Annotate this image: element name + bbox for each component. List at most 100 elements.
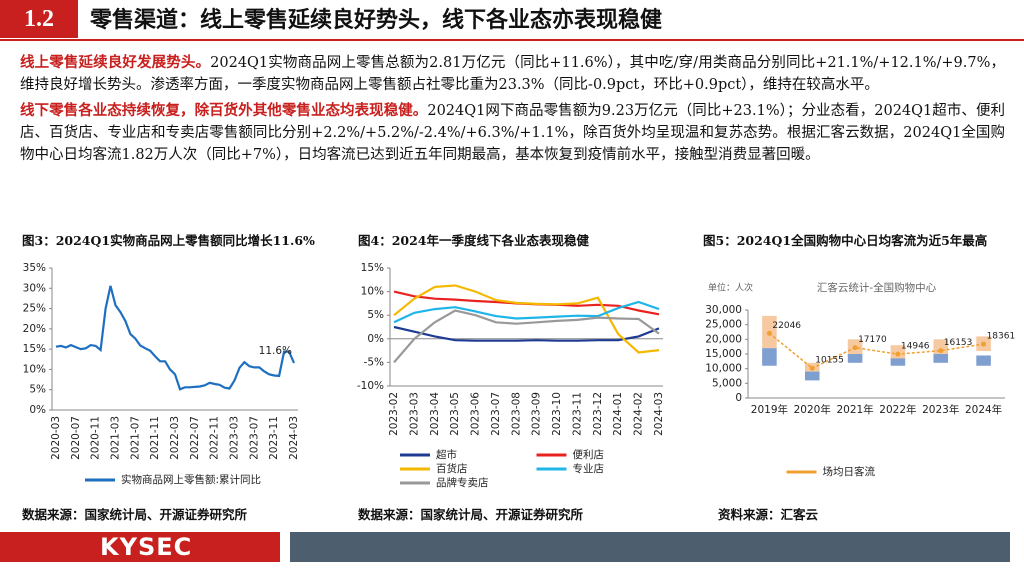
y-tick-label: 5% [29, 384, 46, 396]
chart: 0% 5% 10% 15% 20% 25% 30% 35% 2020-03 2020-07 2020… [23, 262, 300, 486]
y-tick-label: 5,000 [712, 377, 742, 389]
source-note: 数据来源：国家统计局、开源证券研究所 [22, 507, 248, 522]
y-tick-label: 5% [367, 309, 384, 321]
range-bar [804, 371, 820, 381]
range-bar [933, 354, 949, 363]
x-tick-label: 2024-01 [612, 392, 624, 436]
data-point [766, 330, 772, 336]
logo: KYSEC [0, 532, 280, 562]
section-number: 1.2 [0, 0, 78, 38]
x-tick-label: 2021-03 [110, 416, 122, 460]
paragraph-text: 2024Q1网下商品零售额为9.23万亿元（同比+23.1%）；分业态看，202… [20, 103, 1006, 163]
legend-label: 场均日客流 [823, 465, 876, 478]
x-tick-label: 2023-09 [531, 392, 543, 436]
data-point [895, 351, 901, 357]
x-tick-label: 2023-08 [510, 392, 522, 436]
chart-title: 图4：2024年一季度线下各业态表现稳健 [358, 233, 589, 248]
y-tick-label: 25% [23, 303, 46, 315]
data-point [938, 348, 944, 354]
data-label: 16153 [944, 338, 973, 348]
x-tick-label: 2022-07 [189, 416, 201, 460]
x-tick-label: 2022年 [879, 403, 916, 416]
x-tick-label: 2019年 [751, 403, 788, 416]
x-tick-label: 2023年 [922, 403, 959, 416]
data-label: 14946 [901, 342, 930, 352]
footer-bar [290, 532, 1010, 562]
legend-label: 专业店 [573, 462, 605, 475]
y-tick-label: 15,000 [705, 348, 742, 360]
x-tick-label: 2023-02 [388, 392, 400, 436]
y-tick-label: 10,000 [705, 363, 742, 375]
y-tick-label: 20% [23, 323, 46, 335]
x-tick-label: 2022-03 [169, 416, 181, 460]
y-tick-label: 0% [367, 333, 384, 345]
data-point [981, 341, 987, 347]
y-tick-label: 35% [23, 262, 46, 274]
line-series [768, 332, 984, 370]
x-tick-label: 2021-07 [129, 416, 141, 460]
x-tick-label: 2023-10 [551, 392, 563, 436]
y-tick-label: 0% [29, 404, 46, 416]
paragraph: 线上零售延续良好发展势头。2024Q1实物商品网上零售总额为2.81万亿元（同比… [20, 52, 1005, 96]
line-series [393, 309, 660, 364]
legend-label: 超市 [436, 448, 457, 461]
data-label: 18361 [987, 332, 1016, 342]
x-tick-label: 2023-12 [592, 392, 604, 436]
x-tick-label: 2023-05 [449, 392, 461, 436]
x-tick-label: 2023-07 [490, 392, 502, 436]
x-tick-label: 2020-07 [70, 416, 82, 460]
data-label: 11.6% [259, 345, 292, 357]
chart-title: 图5：2024Q1全国购物中心日均客流为近5年最高 [703, 233, 988, 248]
legend-label: 百货店 [436, 462, 468, 475]
paragraph-lead: 线下零售各业态持续恢复，除百货外其他零售业态均表现稳健。 [20, 102, 428, 119]
x-tick-label: 2024-03 [653, 392, 665, 436]
data-label: 17170 [858, 335, 887, 345]
x-tick-label: 2020-03 [50, 416, 62, 460]
paragraph: 线下零售各业态持续恢复，除百货外其他零售业态均表现稳健。2024Q1网下商品零售… [20, 100, 1005, 166]
paragraph-text: 2024Q1实物商品网上零售总额为2.81万亿元（同比+11.6%），其中吃/穿… [20, 55, 1006, 93]
line-series [393, 300, 660, 324]
y-tick-label: 20,000 [705, 333, 742, 345]
y-tick-label: 15% [361, 262, 384, 274]
x-tick-label: 2020年 [794, 403, 831, 416]
y-tick-label: 15% [23, 343, 46, 355]
range-bar [762, 348, 777, 366]
range-bar [890, 358, 906, 366]
data-point [852, 345, 858, 351]
x-tick-label: 2023-07 [248, 416, 260, 460]
x-tick-label: 2022-11 [209, 416, 221, 460]
chart: -10% -5% 0% 5% 10% 15% 2023-02 2023-03 2023-04 20… [357, 262, 665, 489]
x-tick-label: 2023-03 [408, 392, 420, 436]
y-tick-label: 30,000 [705, 304, 742, 316]
y-tick-label: 10% [23, 363, 46, 375]
legend-label: 实物商品网上零售额:累计同比 [121, 473, 261, 486]
y-tick-label: 30% [23, 282, 46, 294]
x-tick-label: 2024-03 [288, 416, 300, 460]
y-tick-label: 25,000 [705, 319, 742, 331]
chart-subtitle: 汇客云统计-全国购物中心 [817, 281, 937, 294]
x-tick-label: 2021-11 [149, 416, 161, 460]
line-series [393, 284, 660, 354]
x-tick-label: 2020-11 [90, 416, 102, 460]
paragraph-lead: 线上零售延续良好发展势头。 [20, 54, 211, 71]
x-tick-label: 2023-03 [229, 416, 241, 460]
line-series [55, 285, 296, 391]
x-tick-label: 2023-11 [571, 392, 583, 436]
x-tick-label: 2023-11 [268, 416, 280, 460]
y-tick-label: 0 [735, 392, 742, 404]
x-tick-label: 2023-04 [429, 392, 441, 436]
source-note: 数据来源：国家统计局、开源证券研究所 [358, 507, 584, 522]
x-tick-label: 2023-06 [470, 392, 482, 436]
y-tick-label: -5% [364, 356, 384, 368]
data-label: 22046 [772, 321, 801, 331]
unit-label: 单位：人次 [708, 282, 753, 294]
data-label: 10155 [815, 356, 844, 366]
source-note: 资料来源：汇客云 [718, 507, 819, 522]
range-bar [847, 354, 863, 363]
data-point [809, 365, 815, 371]
page-title: 零售渠道：线上零售延续良好势头，线下各业态亦表现稳健 [90, 7, 663, 33]
line-series [393, 325, 660, 342]
x-tick-label: 2024-02 [633, 392, 645, 436]
range-bar [976, 355, 991, 366]
